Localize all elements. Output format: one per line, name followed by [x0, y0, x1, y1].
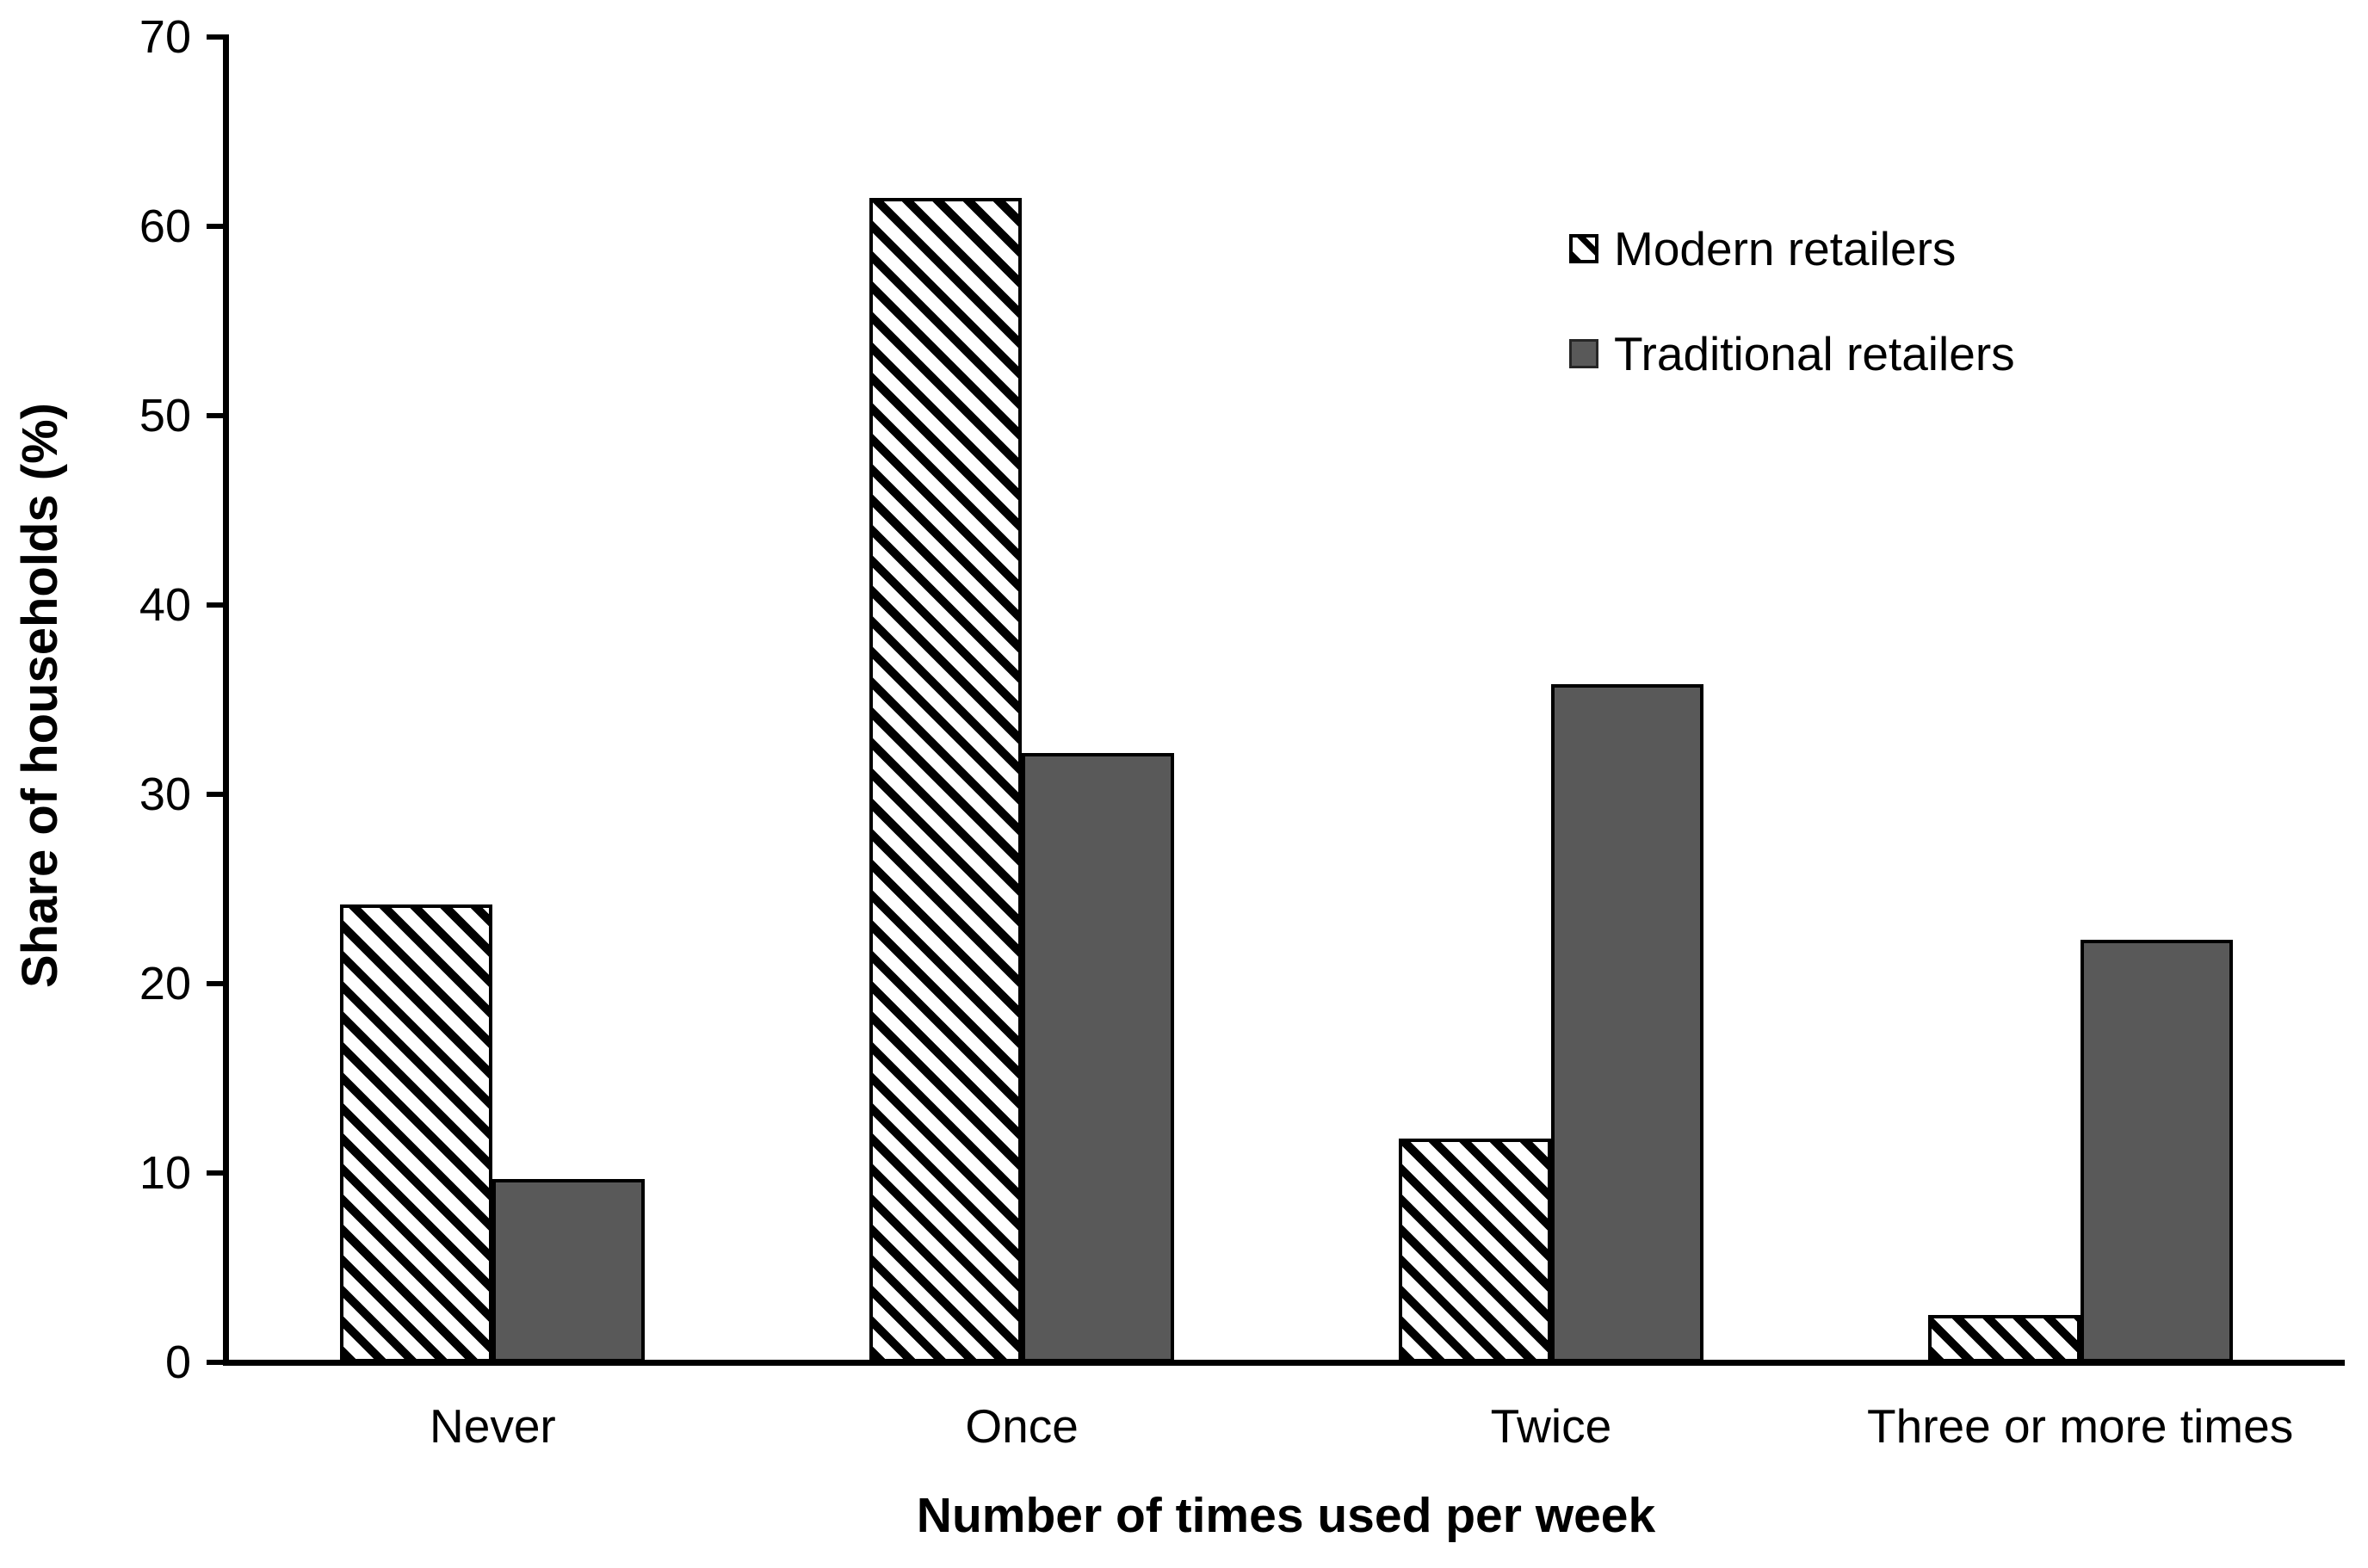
y-axis-tick [207, 1170, 229, 1176]
bar-traditional-1 [1022, 752, 1175, 1362]
y-axis-tick [207, 1360, 229, 1365]
y-tick-label: 70 [139, 11, 191, 63]
x-category-label: Twice [1490, 1399, 1612, 1453]
bar-modern-0 [340, 904, 493, 1362]
y-axis-tick [207, 224, 229, 229]
y-axis-tick [207, 602, 229, 608]
x-category-label: Once [965, 1399, 1079, 1453]
y-axis-line [223, 37, 229, 1366]
x-axis-title: Number of times used per week [916, 1488, 1656, 1543]
bar-traditional-2 [1550, 684, 1703, 1362]
y-axis-tick [207, 413, 229, 418]
y-tick-label: 10 [139, 1147, 191, 1199]
bar-modern-1 [869, 198, 1023, 1362]
y-axis-tick [207, 792, 229, 797]
y-axis-title: Share of households (%) [12, 403, 68, 988]
bar-traditional-0 [492, 1178, 646, 1362]
bar-modern-2 [1398, 1139, 1551, 1362]
y-tick-label: 0 [164, 1337, 191, 1388]
legend: Modern retailers Traditional retailers [1569, 225, 2015, 378]
x-category-label: Three or more times [1867, 1399, 2294, 1453]
y-tick-label: 40 [139, 579, 191, 631]
legend-label: Traditional retailers [1614, 326, 2015, 380]
bar-modern-3 [1927, 1315, 2081, 1362]
y-axis-tick [207, 34, 229, 40]
x-category-label: Never [430, 1399, 556, 1453]
legend-item-modern-retailers: Modern retailers [1569, 225, 2015, 273]
traditional-retailers-swatch-icon [1569, 339, 1598, 368]
bar-traditional-3 [2080, 940, 2233, 1362]
legend-item-traditional-retailers: Traditional retailers [1569, 330, 2015, 378]
y-tick-label: 60 [139, 201, 191, 252]
y-tick-label: 30 [139, 769, 191, 820]
modern-retailers-swatch-icon [1569, 234, 1598, 263]
legend-label: Modern retailers [1614, 221, 1957, 275]
x-axis-line [223, 1360, 2345, 1366]
y-axis-tick [207, 981, 229, 986]
y-tick-label: 50 [139, 390, 191, 441]
y-tick-label: 20 [139, 958, 191, 1009]
